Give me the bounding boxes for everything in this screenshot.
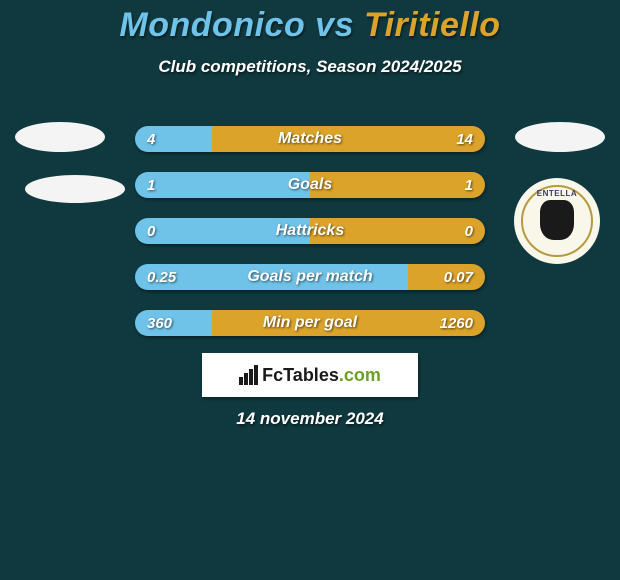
entella-silhouette-icon [540, 200, 574, 240]
stat-bar: 0.250.07Goals per match [135, 264, 485, 290]
stat-bar: 3601260Min per goal [135, 310, 485, 336]
page-title: Mondonico vs Tiritiello [0, 0, 620, 45]
team-right-badge-1 [515, 122, 605, 152]
stat-label: Goals [135, 172, 485, 198]
stat-label: Hattricks [135, 218, 485, 244]
fctables-logo[interactable]: FcTables.com [202, 353, 418, 397]
stat-bar: 11Goals [135, 172, 485, 198]
comparison-bars: 414Matches 11Goals 00Hattricks 0.250.07Goal… [135, 126, 485, 356]
stat-bar: 414Matches [135, 126, 485, 152]
stat-label: Min per goal [135, 310, 485, 336]
stat-label: Matches [135, 126, 485, 152]
team-left-badge-1 [15, 122, 105, 152]
team-left-badge-2 [25, 175, 125, 203]
subtitle: Club competitions, Season 2024/2025 [0, 57, 620, 77]
bar-chart-icon [239, 365, 258, 385]
team-right-badge-entella: ENTELLA [514, 178, 600, 264]
logo-text-a: FcTables [262, 365, 339, 385]
entella-text: ENTELLA [537, 189, 577, 198]
title-left: Mondonico [119, 6, 305, 44]
stat-label: Goals per match [135, 264, 485, 290]
title-vs: vs [305, 6, 364, 44]
title-right: Tiritiello [364, 6, 501, 44]
date-text: 14 november 2024 [0, 409, 620, 429]
stat-bar: 00Hattricks [135, 218, 485, 244]
logo-text: FcTables.com [262, 365, 381, 386]
logo-text-b: .com [339, 365, 381, 385]
